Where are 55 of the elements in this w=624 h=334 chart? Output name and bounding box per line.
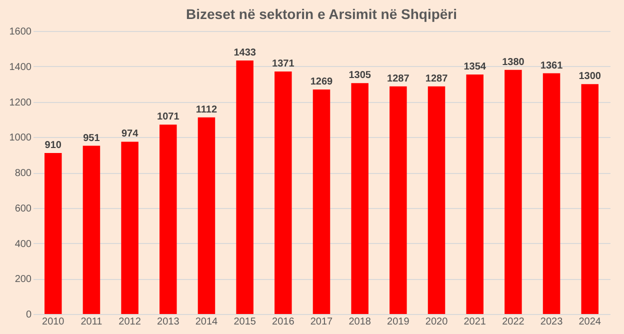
data-label: 1287 <box>387 73 410 84</box>
x-tick-label: 2022 <box>502 316 525 328</box>
x-tick-label: 2012 <box>118 316 142 328</box>
data-label: 910 <box>44 140 62 152</box>
x-tick-label: 2011 <box>80 316 103 328</box>
y-tick-label: 800 <box>14 168 32 179</box>
x-tick-label: 2023 <box>540 316 564 328</box>
bar <box>160 124 177 314</box>
y-tick-label: 600 <box>14 203 32 214</box>
y-tick-label: 200 <box>14 274 32 286</box>
data-label: 1361 <box>540 60 564 72</box>
bar <box>542 73 560 314</box>
data-label: 1433 <box>234 48 256 59</box>
data-label: 1112 <box>196 104 218 116</box>
bar <box>466 74 484 314</box>
bar <box>121 142 138 314</box>
bar <box>236 60 254 314</box>
data-label: 1371 <box>272 58 295 70</box>
x-tick-label: 2024 <box>578 316 602 328</box>
x-tick-label: 2020 <box>425 316 448 328</box>
y-tick-label: 1600 <box>9 26 32 38</box>
bar <box>581 84 598 314</box>
data-label: 951 <box>83 132 100 144</box>
data-label: 974 <box>121 128 139 140</box>
data-label: 1287 <box>425 73 448 84</box>
x-tick-label: 2021 <box>464 316 486 328</box>
bar <box>82 146 100 314</box>
bar <box>198 117 216 314</box>
y-tick-label: 1200 <box>9 97 32 108</box>
x-tick-label: 2014 <box>195 316 218 328</box>
data-label: 1269 <box>310 76 334 88</box>
bar <box>390 86 407 314</box>
x-tick-label: 2015 <box>234 316 256 328</box>
x-tick-label: 2017 <box>310 316 334 328</box>
bar <box>44 153 62 314</box>
bar <box>312 90 330 314</box>
chart-title: Bizeset në sektorin e Arsimit në Shqipëri <box>186 6 458 22</box>
y-tick-label: 1400 <box>9 62 32 73</box>
x-tick-label: 2010 <box>42 316 65 328</box>
y-tick-label: 0 <box>26 310 32 320</box>
data-label: 1354 <box>464 62 486 73</box>
y-tick-label: 400 <box>14 238 32 250</box>
data-label: 1305 <box>348 70 372 82</box>
y-tick-label: 1000 <box>9 132 32 144</box>
x-tick-label: 2013 <box>157 316 180 328</box>
x-tick-label: 2016 <box>272 316 295 328</box>
bar <box>351 83 368 314</box>
x-tick-label: 2019 <box>387 316 410 328</box>
data-label: 1071 <box>157 112 180 123</box>
bar <box>274 72 292 314</box>
bar <box>504 70 522 314</box>
x-tick-label: 2018 <box>348 316 372 328</box>
bar <box>428 86 446 314</box>
data-label: 1380 <box>502 56 525 68</box>
data-label: 1300 <box>578 71 602 82</box>
